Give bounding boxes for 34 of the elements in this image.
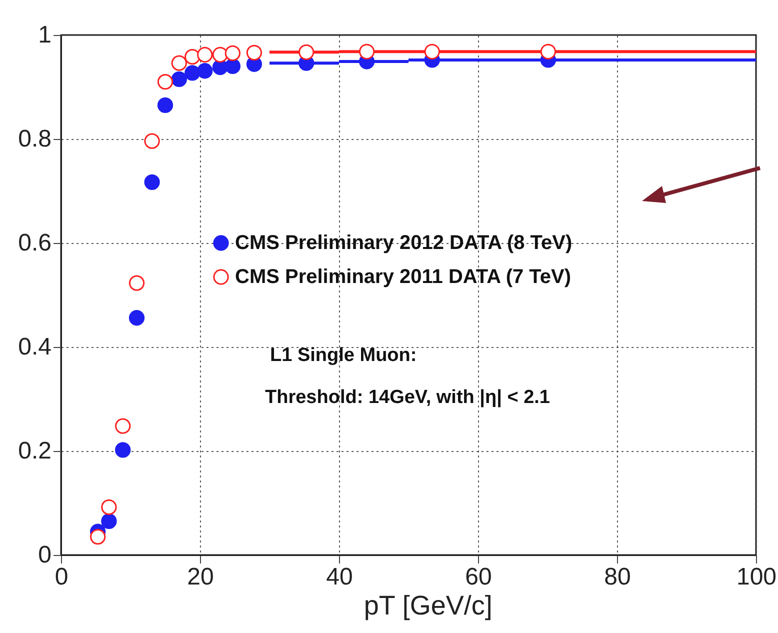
point — [224, 58, 240, 74]
point — [115, 442, 131, 458]
point — [224, 45, 240, 62]
point — [171, 71, 187, 88]
point — [197, 63, 213, 79]
point — [90, 528, 106, 545]
point — [144, 174, 160, 190]
point — [101, 513, 117, 530]
legend-label: CMS Preliminary 2011 DATA (7 TeV) — [235, 266, 572, 288]
point — [424, 44, 440, 60]
point — [298, 44, 314, 60]
point — [157, 97, 174, 114]
point — [184, 65, 200, 81]
x-tick-label: 20 — [187, 564, 214, 590]
y-tick-label: 0.6 — [18, 230, 52, 256]
x-tick-label: 100 — [736, 564, 777, 590]
x-tick-label: 0 — [54, 564, 68, 590]
legend-label: CMS Preliminary 2012 DATA (8 TeV) — [235, 232, 572, 254]
annotation: L1 Single Muon: — [270, 345, 417, 366]
point — [358, 44, 375, 60]
y-tick-label: 0 — [38, 542, 52, 568]
point — [246, 44, 262, 60]
point — [144, 133, 160, 149]
x-tick-label: 40 — [326, 564, 353, 590]
annotation: Threshold: 14GeV, with |η| < 2.1 — [265, 387, 550, 408]
y-tick-label: 0.8 — [18, 126, 52, 152]
y-tick-label: 0.2 — [18, 438, 52, 464]
point — [540, 44, 556, 60]
point — [128, 310, 145, 326]
y-tick-label: 1 — [38, 22, 52, 48]
y-tick-label: 0.4 — [18, 334, 52, 360]
x-tick-label: 80 — [604, 564, 631, 590]
x-tick-label: 60 — [465, 564, 492, 590]
x-axis-title: pT [GeV/c] — [364, 590, 492, 620]
